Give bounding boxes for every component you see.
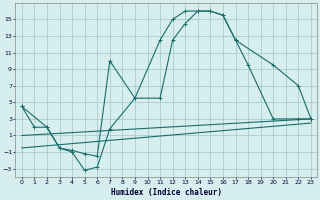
X-axis label: Humidex (Indice chaleur): Humidex (Indice chaleur) [111,188,222,197]
